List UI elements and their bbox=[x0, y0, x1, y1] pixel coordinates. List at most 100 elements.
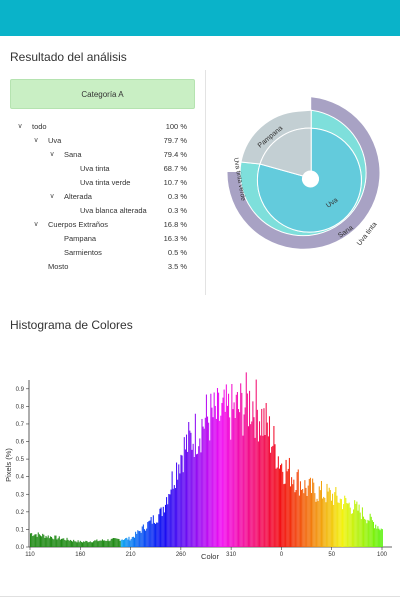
histogram-bar bbox=[103, 540, 105, 547]
tree-row[interactable]: ∨ Sana 79.4 % bbox=[10, 148, 195, 162]
histogram-bar bbox=[131, 537, 133, 547]
y-tick-label: 0.3 bbox=[16, 492, 25, 498]
histogram-bar bbox=[90, 542, 92, 547]
histogram-bar bbox=[93, 541, 95, 547]
histogram-bar bbox=[97, 541, 99, 547]
tree-row[interactable]: Uva blanca alterada 0.3 % bbox=[10, 204, 195, 218]
histogram-bar bbox=[220, 415, 222, 547]
histogram-bar bbox=[162, 506, 164, 547]
histogram-bar bbox=[249, 390, 251, 547]
tree-row[interactable]: ∨ Alterada 0.3 % bbox=[10, 190, 195, 204]
histogram-bar bbox=[86, 541, 88, 547]
histogram-bar bbox=[47, 535, 49, 547]
results-tree: ∨ todo 100 % ∨ Uva 79.7 % ∨ Sana 79.4 % Uva tinta… bbox=[10, 120, 195, 274]
tree-row[interactable]: Uva tinta verde 10.7 % bbox=[10, 176, 195, 190]
histogram-bar bbox=[215, 418, 217, 547]
histogram-bar bbox=[88, 542, 90, 547]
tree-row[interactable]: Uva tinta 68.7 % bbox=[10, 162, 195, 176]
histogram-bar bbox=[284, 483, 286, 547]
histogram-bar bbox=[372, 522, 374, 547]
chevron-down-icon[interactable]: ∨ bbox=[49, 151, 55, 158]
tree-row[interactable]: Sarmientos 0.5 % bbox=[10, 246, 195, 260]
histogram-bar bbox=[193, 457, 195, 547]
histogram-bar bbox=[313, 482, 315, 547]
tree-row-value: 0.5 % bbox=[167, 248, 187, 257]
histogram-bar bbox=[347, 503, 349, 547]
tree-row-value: 68.7 % bbox=[163, 164, 187, 173]
histogram-bar bbox=[262, 435, 264, 547]
histogram-bar bbox=[139, 531, 141, 547]
tree-row[interactable]: Mosto 3.5 % bbox=[10, 260, 195, 274]
histogram-bar bbox=[168, 494, 170, 547]
histogram-bar bbox=[203, 428, 205, 547]
histogram-bar bbox=[101, 539, 103, 547]
histogram-bar bbox=[270, 452, 272, 547]
histogram-bar bbox=[53, 539, 55, 547]
histogram-bar bbox=[339, 498, 341, 547]
histogram-bar bbox=[39, 535, 42, 547]
histogram-bar bbox=[229, 417, 231, 547]
histogram-bar bbox=[109, 540, 111, 547]
histogram-bar bbox=[68, 540, 70, 547]
histogram-bar bbox=[359, 512, 361, 547]
histogram-bar bbox=[275, 468, 277, 547]
sunburst-inner-pampana[interactable] bbox=[259, 127, 312, 177]
histogram-bar bbox=[201, 418, 203, 547]
tree-row-label: Mosto bbox=[48, 262, 69, 271]
histogram-bar bbox=[302, 488, 304, 547]
histogram-bar bbox=[110, 538, 112, 547]
histogram-bar bbox=[218, 392, 220, 547]
histogram-bar bbox=[129, 540, 131, 547]
analysis-title: Resultado del análisis bbox=[10, 50, 127, 64]
tree-row-value: 79.7 % bbox=[163, 136, 187, 145]
histogram-bar bbox=[150, 517, 152, 547]
histogram-bar bbox=[51, 536, 53, 547]
histogram-bar bbox=[54, 535, 56, 547]
histogram-bar bbox=[171, 471, 173, 547]
histogram-bar bbox=[356, 501, 358, 547]
x-axis-label: Color bbox=[201, 552, 219, 561]
histogram-bar bbox=[94, 540, 96, 547]
histogram-bar bbox=[75, 541, 77, 547]
histogram-bar bbox=[292, 484, 294, 547]
histogram-bar bbox=[368, 520, 370, 547]
histogram-bar bbox=[208, 422, 210, 547]
histogram-bar bbox=[211, 407, 213, 547]
chevron-down-icon[interactable]: ∨ bbox=[17, 123, 23, 130]
tree-row[interactable]: ∨ todo 100 % bbox=[10, 120, 195, 134]
histogram-bar bbox=[151, 523, 153, 547]
tree-row-value: 0.3 % bbox=[167, 192, 187, 201]
histogram-bar bbox=[114, 538, 116, 547]
y-tick-label: 0.1 bbox=[16, 527, 25, 533]
histogram-bar bbox=[195, 454, 197, 547]
chevron-down-icon[interactable]: ∨ bbox=[49, 193, 55, 200]
histogram-bar bbox=[72, 541, 74, 547]
histogram-bar bbox=[267, 436, 269, 547]
chevron-down-icon[interactable]: ∨ bbox=[33, 221, 39, 228]
histogram-bar bbox=[190, 432, 192, 547]
tree-row[interactable]: ∨ Uva 79.7 % bbox=[10, 134, 195, 148]
histogram-bar bbox=[69, 539, 71, 547]
histogram-bar bbox=[146, 528, 148, 547]
histogram-bar bbox=[35, 534, 37, 547]
histogram-bar bbox=[274, 444, 276, 547]
histogram-bar bbox=[291, 477, 293, 547]
histogram-bar bbox=[254, 437, 256, 547]
tree-row[interactable]: ∨ Cuerpos Extraños 16.8 % bbox=[10, 218, 195, 232]
tree-row-value: 0.3 % bbox=[167, 206, 187, 215]
histogram-bar bbox=[350, 513, 352, 547]
chevron-down-icon[interactable]: ∨ bbox=[33, 137, 39, 144]
histogram-bar bbox=[58, 536, 60, 547]
tree-row-value: 16.3 % bbox=[163, 234, 187, 243]
tree-row-value: 3.5 % bbox=[167, 262, 187, 271]
histogram-bar bbox=[194, 413, 196, 547]
histogram-bar bbox=[78, 542, 80, 547]
tree-row[interactable]: Pampana 16.3 % bbox=[10, 232, 195, 246]
histogram-bar bbox=[293, 479, 295, 547]
histogram-bar bbox=[225, 384, 227, 547]
histogram-bar bbox=[117, 538, 119, 547]
histogram-bar bbox=[296, 472, 298, 547]
histogram-bar bbox=[379, 530, 381, 547]
category-button[interactable]: Categoría A bbox=[10, 79, 195, 109]
histogram-bar bbox=[133, 537, 136, 547]
